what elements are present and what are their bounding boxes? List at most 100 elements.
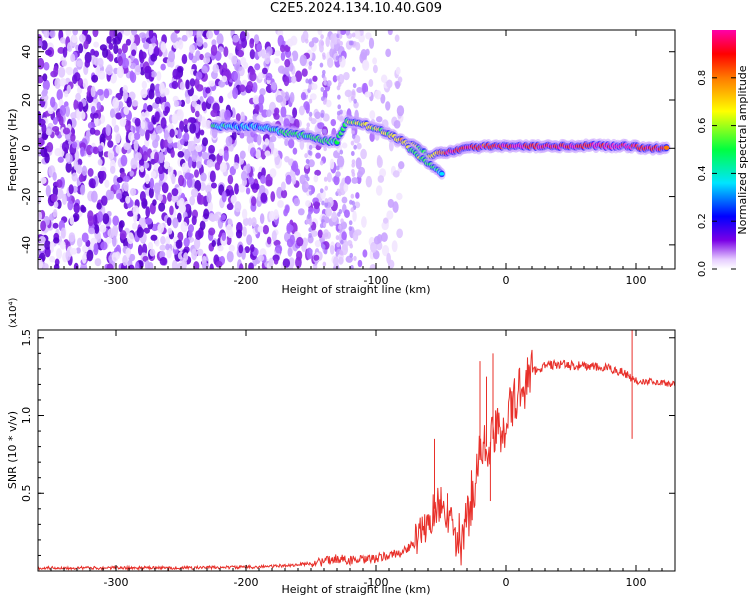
spectrogram-noise-cell — [351, 151, 355, 157]
spectrogram-noise-cell — [247, 217, 253, 227]
spectrogram-noise-cell — [145, 129, 150, 141]
spectrogram-x-tick-label: -200 — [234, 274, 259, 287]
spectrogram-noise-cell — [73, 202, 80, 214]
spectrogram-noise-cell — [42, 79, 50, 91]
spectrogram-noise-cell — [62, 127, 71, 135]
spectrogram-noise-cell — [127, 210, 135, 217]
spectrogram-noise-cell — [317, 122, 325, 130]
spectrogram-noise-cell — [286, 38, 294, 47]
spectrogram-noise-cell — [201, 151, 209, 160]
spectrogram-noise-cell — [317, 229, 323, 239]
spectrogram-noise-cell — [132, 222, 138, 230]
spectrogram-noise-cell — [117, 55, 123, 67]
spectrogram-noise-cell — [119, 117, 127, 127]
spectrogram-noise-cell — [134, 117, 141, 127]
spectrogram-noise-cell — [43, 30, 50, 38]
spectrogram-noise-cell — [331, 211, 338, 223]
spectrogram-noise-cell — [133, 139, 139, 152]
spectrogram-noise-cell — [164, 161, 170, 170]
spectrogram-noise-cell — [241, 208, 248, 220]
spectrogram-noise-cell — [88, 178, 96, 189]
spectrogram-noise-cell — [177, 151, 185, 158]
spectrogram-noise-cell — [322, 261, 327, 267]
spectrogram-noise-cell — [53, 237, 60, 244]
spectrogram-noise-cell — [184, 203, 192, 214]
spectrogram-noise-cell — [138, 32, 147, 39]
spectrogram-noise-cell — [322, 113, 330, 122]
spectrogram-noise-cell — [243, 62, 249, 70]
spectrogram-noise-cell — [178, 39, 184, 50]
spectrogram-noise-cell — [184, 172, 192, 180]
spectrogram-noise-cell — [380, 93, 386, 104]
spectrogram-noise-cell — [109, 165, 116, 174]
spectrogram-noise-cell — [239, 132, 245, 139]
spectrogram-noise-cell — [177, 251, 183, 260]
spectrogram-noise-cell — [49, 96, 56, 108]
spectrogram-noise-cell — [62, 46, 68, 58]
spectrogram-noise-cell — [393, 119, 401, 129]
spectrogram-noise-cell — [373, 236, 381, 245]
spectrogram-noise-cell — [391, 240, 398, 253]
spectrogram-noise-cell — [280, 106, 287, 118]
spectrogram-noise-cell — [264, 138, 270, 146]
spectrogram-noise-cell — [324, 185, 329, 191]
spectrogram-noise-cell — [320, 96, 325, 102]
snr-y-axis: 0.5 1.0 1.5 — [20, 329, 675, 556]
spectrogram-noise-cell — [71, 34, 78, 44]
spectrogram-noise-cell — [380, 232, 388, 243]
spectrogram-noise-cell — [337, 104, 342, 110]
spectrogram-noise-cell — [71, 141, 78, 149]
spectrogram-noise-cell — [52, 208, 58, 218]
spectrogram-noise-cell — [265, 179, 273, 187]
spectrogram-noise-cell — [320, 40, 325, 46]
colorbar-tick-label: 0.6 — [697, 118, 708, 134]
spectrogram-noise-cell — [343, 183, 349, 193]
spectrogram-noise-cell — [217, 245, 224, 252]
spectrogram-noise-cell — [343, 209, 350, 218]
spectrogram-noise-cell — [111, 234, 117, 247]
spectrogram-noise-cell — [38, 210, 43, 222]
spectrogram-noise-cell — [339, 250, 344, 256]
spectrogram-noise-cell — [78, 174, 84, 183]
spectrogram-noise-cell — [291, 160, 299, 173]
spectrogram-noise-cell — [62, 193, 67, 205]
spectrogram-noise-cell — [150, 83, 155, 93]
spectrogram-noise-cell — [77, 43, 84, 54]
spectrogram-noise-cell — [158, 151, 165, 164]
spectrogram-noise-cell — [117, 48, 123, 55]
spectrogram-x-axis: -300 -200 -100 0 100 — [50, 30, 676, 287]
spectrogram-noise-cell — [65, 30, 71, 37]
snr-frame — [37, 329, 676, 572]
spectrogram-noise-cell — [238, 263, 244, 269]
spectrogram-noise-cell — [112, 224, 119, 236]
spectrogram-noise-cell — [123, 30, 131, 36]
spectrogram-noise-cell — [170, 32, 178, 44]
spectrogram-noise-cell — [206, 191, 212, 204]
spectrogram-noise-cell — [148, 30, 154, 39]
spectrogram-noise-cell — [123, 142, 131, 151]
spectrogram-noise-cell — [150, 234, 158, 241]
spectrogram-noise-cell — [387, 30, 393, 36]
spectrogram-noise-cell — [176, 128, 182, 139]
spectrogram-noise-cell — [167, 166, 174, 176]
snr-x-label: Height of straight line (km) — [281, 583, 430, 596]
spectrogram-noise-cell — [50, 193, 58, 203]
spectrogram-noise-cell — [321, 52, 326, 58]
spectrogram-noise-cell — [338, 256, 344, 265]
spectrogram-noise-cell — [187, 156, 193, 169]
spectrogram-noise-cell — [93, 242, 99, 253]
spectrogram-noise-cell — [143, 227, 151, 234]
spectrogram-noise-cell — [305, 78, 309, 84]
spectrogram-noise-cell — [80, 111, 86, 120]
spectrogram-noise-cell — [94, 224, 100, 234]
spectrogram-noise-cell — [295, 70, 303, 82]
spectrogram-noise-cell — [227, 92, 233, 99]
spectrogram-noise-cell — [199, 129, 205, 136]
spectrogram-noise-cell — [76, 247, 81, 254]
spectrogram-noise-cell — [269, 168, 277, 178]
spectrogram-noise-cell — [170, 149, 175, 158]
chart-title: C2E5.2024.134.10.40.G09 — [269, 1, 443, 16]
snr-x-tick-label: -200 — [234, 576, 259, 589]
spectrogram-noise-cell — [218, 46, 224, 53]
